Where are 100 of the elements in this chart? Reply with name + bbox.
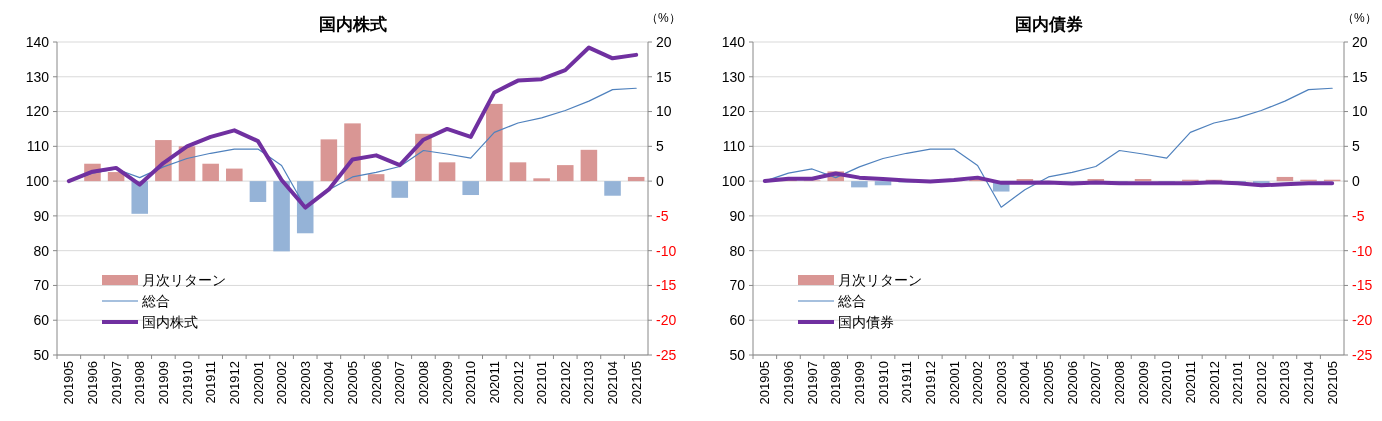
y-tick-label: 100: [25, 173, 50, 190]
y-tick-label: 60: [33, 312, 50, 329]
y2-tick-label: -10: [656, 242, 677, 259]
y2-tick-label: 15: [1352, 68, 1368, 85]
x-tick-label: 201910: [179, 361, 195, 405]
x-tick-label: 202007: [392, 361, 408, 405]
x-tick-label: 202102: [557, 361, 573, 405]
x-tick-label: 202006: [1064, 361, 1080, 405]
x-tick-label: 201909: [851, 361, 867, 405]
y2-tick-label: -10: [1352, 242, 1373, 259]
x-tick-label: 201905: [61, 361, 77, 405]
legend-label: 月次リターン: [142, 271, 226, 288]
y2-axis-title: （%）: [1342, 11, 1377, 25]
x-tick-label: 202010: [463, 361, 479, 405]
y-tick-label: 50: [729, 346, 746, 363]
y2-tick-label: -20: [656, 312, 677, 329]
legend-label: 国内債券: [838, 313, 894, 330]
y-tick-label: 120: [721, 103, 746, 120]
y-tick-label: 140: [721, 33, 746, 50]
y2-axis-title: （%）: [646, 11, 681, 25]
y-tick-label: 90: [729, 207, 746, 224]
y-tick-label: 50: [33, 346, 50, 363]
chart-title: 国内株式: [318, 15, 387, 34]
x-tick-label: 202004: [1017, 361, 1033, 405]
x-tick-label: 202010: [1159, 361, 1175, 405]
x-tick-label: 202101: [534, 361, 550, 405]
y2-tick-label: 5: [656, 138, 664, 155]
x-tick-label: 201908: [828, 361, 844, 405]
x-tick-label: 202103: [581, 361, 597, 405]
legend-label: 総合: [837, 292, 866, 309]
y2-tick-label: -5: [1352, 207, 1365, 224]
legend-label: 国内株式: [142, 313, 198, 330]
x-tick-label: 202009: [439, 361, 455, 405]
y-tick-label: 110: [26, 138, 50, 155]
x-tick-label: 202105: [1324, 361, 1340, 405]
x-tick-label: 201911: [203, 361, 219, 404]
x-tick-label: 202104: [605, 361, 621, 405]
x-tick-label: 202012: [510, 361, 526, 405]
x-tick-label: 202002: [274, 361, 290, 405]
y-tick-label: 130: [25, 68, 50, 85]
y-tick-label: 80: [729, 242, 746, 259]
x-tick-label: 201910: [875, 361, 891, 405]
y-tick-label: 130: [721, 68, 746, 85]
y-tick-label: 140: [25, 33, 50, 50]
y-tick-label: 110: [722, 138, 746, 155]
y2-tick-label: -25: [1352, 346, 1373, 363]
y-tick-label: 70: [33, 277, 50, 294]
y-tick-label: 60: [729, 312, 746, 329]
x-tick-label: 201909: [155, 361, 171, 405]
x-tick-label: 202003: [297, 361, 313, 405]
y-tick-label: 80: [33, 242, 50, 259]
x-tick-label: 201906: [85, 361, 101, 405]
y2-tick-label: 10: [656, 103, 672, 120]
x-tick-label: 202003: [993, 361, 1009, 405]
x-tick-label: 201912: [226, 361, 242, 405]
y2-tick-label: -20: [1352, 312, 1373, 329]
y2-tick-label: -5: [656, 207, 669, 224]
x-tick-label: 202011: [1182, 361, 1198, 404]
chart-title: 国内債券: [1014, 15, 1083, 34]
y2-tick-label: 0: [656, 173, 664, 190]
x-tick-label: 202012: [1206, 361, 1222, 405]
x-tick-label: 202007: [1088, 361, 1104, 405]
x-tick-label: 201912: [922, 361, 938, 405]
x-tick-label: 202104: [1301, 361, 1317, 405]
y2-tick-label: 20: [656, 33, 672, 50]
x-tick-label: 202005: [345, 361, 361, 405]
y2-tick-label: 15: [656, 68, 672, 85]
x-tick-label: 202005: [1041, 361, 1057, 405]
x-tick-label: 201905: [757, 361, 773, 405]
y-tick-label: 70: [729, 277, 746, 294]
y2-tick-label: -15: [656, 277, 677, 294]
y2-tick-label: -15: [1352, 277, 1373, 294]
x-tick-label: 202009: [1135, 361, 1151, 405]
y-tick-label: 120: [25, 103, 50, 120]
y2-tick-label: 0: [1352, 173, 1360, 190]
x-tick-label: 202101: [1230, 361, 1246, 405]
x-tick-label: 202002: [970, 361, 986, 405]
y2-tick-label: -25: [656, 346, 677, 363]
x-tick-label: 202001: [250, 361, 266, 405]
legend-label: 総合: [141, 292, 170, 309]
x-tick-label: 201911: [899, 361, 915, 404]
y-tick-label: 100: [721, 173, 746, 190]
x-tick-label: 202008: [415, 361, 431, 405]
x-tick-label: 202103: [1277, 361, 1293, 405]
y2-tick-label: 20: [1352, 33, 1368, 50]
x-tick-label: 201906: [781, 361, 797, 405]
x-tick-label: 202004: [321, 361, 337, 405]
x-tick-label: 202102: [1253, 361, 1269, 405]
x-tick-label: 201907: [804, 361, 820, 405]
x-tick-label: 202001: [946, 361, 962, 405]
x-tick-label: 201907: [108, 361, 124, 405]
x-tick-label: 202105: [628, 361, 644, 405]
y2-tick-label: 10: [1352, 103, 1368, 120]
y2-tick-label: 5: [1352, 138, 1360, 155]
legend-label: 月次リターン: [838, 271, 922, 288]
x-tick-label: 202008: [1111, 361, 1127, 405]
x-tick-label: 201908: [132, 361, 148, 405]
y-tick-label: 90: [33, 207, 50, 224]
x-tick-label: 202006: [368, 361, 384, 405]
x-tick-label: 202011: [486, 361, 502, 404]
